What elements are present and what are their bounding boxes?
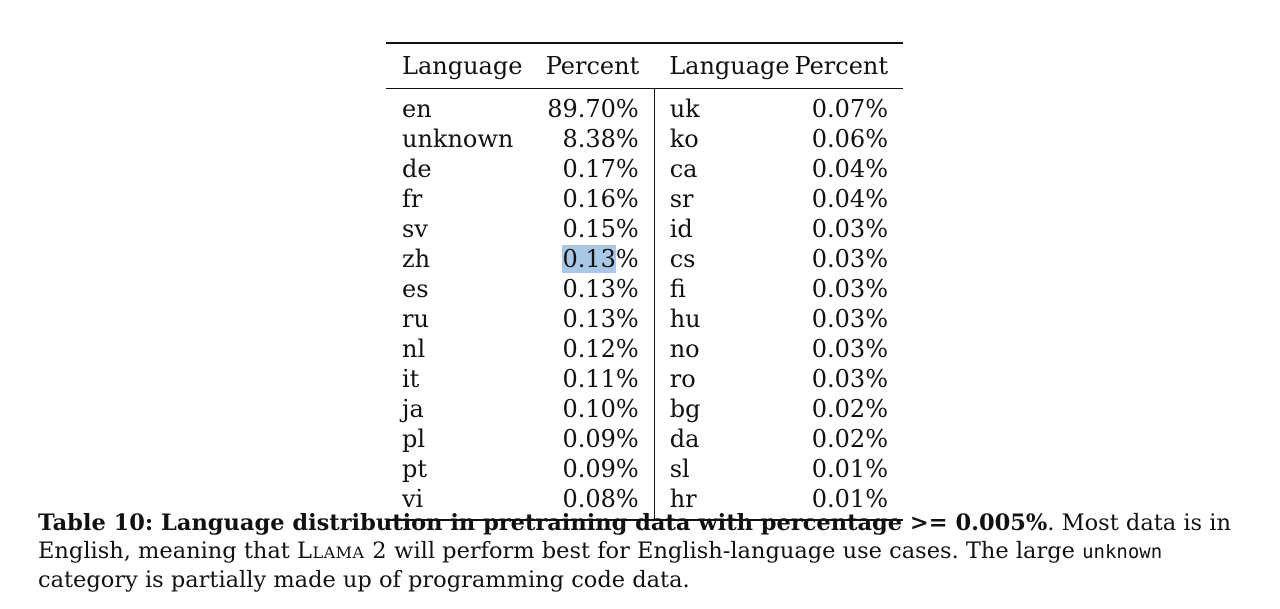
cell-percent: 0.09% (562, 425, 639, 453)
cell-percent: 0.11% (562, 365, 639, 393)
cell-percent: 0.17% (562, 155, 639, 183)
cell-percent: 0.01% (794, 484, 903, 521)
cell-language: ro (653, 364, 795, 394)
cell-language: ca (653, 154, 795, 184)
cell-language: pt (402, 455, 428, 483)
table-row: zh 0.13% cs 0.03% (386, 244, 903, 274)
header-percent-1: Percent (534, 42, 655, 89)
cell-language: sv (402, 215, 428, 243)
cell-language: id (653, 214, 795, 244)
table-row: es 0.13% fi 0.03% (386, 274, 903, 304)
cell-language: it (402, 365, 420, 393)
cell-percent: 0.03% (811, 275, 888, 303)
table-row: en 89.70% uk 0.07% (386, 88, 903, 124)
table-row: de 0.17% ca 0.04% (386, 154, 903, 184)
cell-language: vi (386, 484, 535, 521)
cell-language: hr (653, 484, 795, 521)
cell-percent: 0.03% (811, 215, 888, 243)
cell-percent: 0.03% (811, 365, 888, 393)
cell-percent: 0.02% (811, 395, 888, 423)
table-row: pt 0.09% sl 0.01% (386, 454, 903, 484)
table-row: ru 0.13% hu 0.03% (386, 304, 903, 334)
caption-bold-title: Table 10: Language distribution in pretr… (38, 510, 1048, 536)
cell-language: de (402, 155, 432, 183)
table-row: sv 0.15% id 0.03% (386, 214, 903, 244)
cell-percent: 0.04% (811, 155, 888, 183)
header-language-2: Language (654, 42, 795, 89)
cell-percent: 0.07% (811, 95, 888, 123)
selected-text-highlight: 0.13 (562, 245, 616, 273)
cell-language: no (653, 334, 795, 364)
header-language-1: Language (386, 42, 535, 89)
cell-language: cs (653, 244, 795, 274)
table-row: it 0.11% ro 0.03% (386, 364, 903, 394)
cell-language: da (653, 424, 795, 454)
cell-percent: 0.10% (562, 395, 639, 423)
cell-percent: 0.02% (811, 425, 888, 453)
cell-language: pl (402, 425, 426, 453)
cell-language: hu (653, 304, 795, 334)
cell-percent: 0.15% (562, 215, 639, 243)
cell-percent: 0.13% (534, 244, 654, 274)
cell-percent: 0.08% (534, 484, 655, 521)
table-row: ja 0.10% bg 0.02% (386, 394, 903, 424)
header-percent-2: Percent (794, 42, 903, 89)
cell-percent: 0.01% (811, 455, 888, 483)
caption-mono-word: unknown (1082, 541, 1163, 563)
cell-percent: 0.13% (562, 305, 639, 333)
cell-language: ja (402, 395, 424, 423)
cell-language: bg (653, 394, 795, 424)
caption-model-name: Llama 2 (297, 538, 388, 564)
table-row: unknown 8.38% ko 0.06% (386, 124, 903, 154)
cell-language: fr (402, 185, 423, 213)
percent-sign: % (615, 245, 639, 273)
cell-percent: 0.12% (562, 335, 639, 363)
cell-percent: 8.38% (562, 125, 639, 153)
cell-percent: 0.13% (562, 275, 639, 303)
cell-percent: 0.03% (811, 305, 888, 333)
cell-language: sl (653, 454, 795, 484)
cell-percent: 0.09% (562, 455, 639, 483)
cell-percent: 0.06% (811, 125, 888, 153)
cell-language: unknown (402, 125, 514, 153)
cell-percent: 89.70% (547, 95, 639, 123)
table-header-row: Language Percent Language Percent (386, 42, 903, 89)
caption-text-2: will perform best for English-language u… (387, 538, 1083, 564)
table-row: vi 0.08% hr 0.01% (386, 484, 903, 521)
cell-language: zh (402, 245, 431, 273)
table-row: nl 0.12% no 0.03% (386, 334, 903, 364)
table-caption: Table 10: Language distribution in pretr… (38, 509, 1258, 594)
cell-language: es (402, 275, 429, 303)
cell-language: en (402, 95, 432, 123)
cell-language: ko (653, 124, 795, 154)
language-table-container: Language Percent Language Percent en 89.7… (386, 42, 903, 521)
table-body: en 89.70% uk 0.07% unknown 8.38% ko 0.06% de 0.17… (386, 88, 903, 521)
table-row: fr 0.16% sr 0.04% (386, 184, 903, 214)
caption-text-3: category is partially made up of program… (38, 567, 690, 593)
caption-text-1: . Most data is in English, meaning that (38, 510, 1231, 564)
cell-language: fi (653, 274, 795, 304)
cell-language: nl (402, 335, 426, 363)
cell-percent: 0.03% (811, 245, 888, 273)
cell-language: uk (653, 88, 795, 124)
cell-language: sr (653, 184, 795, 214)
cell-percent: 0.04% (811, 185, 888, 213)
cell-percent: 0.16% (562, 185, 639, 213)
table-row: pl 0.09% da 0.02% (386, 424, 903, 454)
cell-percent: 0.03% (811, 335, 888, 363)
cell-language: ru (402, 305, 429, 333)
language-distribution-table: Language Percent Language Percent en 89.7… (386, 42, 903, 521)
